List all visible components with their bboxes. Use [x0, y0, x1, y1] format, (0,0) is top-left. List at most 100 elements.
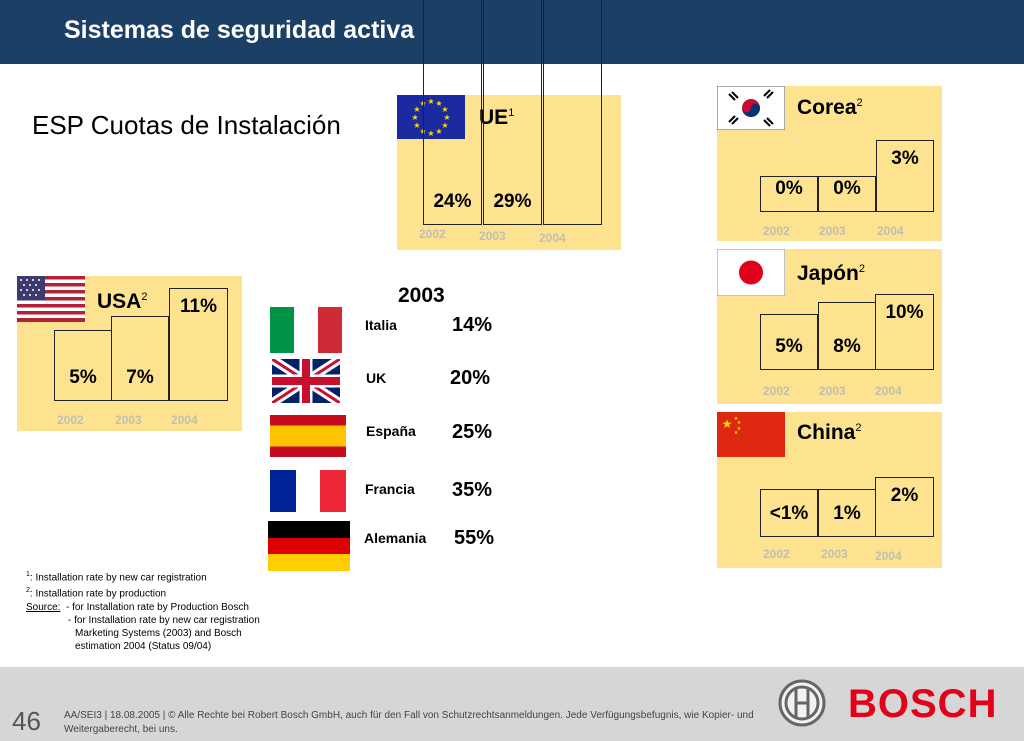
bar-label-2004: 3%	[891, 148, 919, 169]
bars-corea: 0% 2002 0% 2003 3% 2004	[717, 86, 942, 241]
source-line-3: Marketing Systems (2003) and Bosch	[75, 627, 242, 639]
panel-usa: USA2 5% 2002 7% 2003 11% 2004	[17, 276, 242, 431]
svg-text:★: ★	[435, 99, 442, 108]
bar-japón-2004	[875, 294, 934, 370]
panel-japon: Japón2 5% 2002 8% 2003 10% 2004	[717, 249, 942, 404]
region-title-corea: Corea2	[797, 96, 863, 119]
year-label-2002: 2002	[763, 384, 790, 398]
year-label-2003: 2003	[821, 547, 848, 561]
svg-text:★: ★	[441, 121, 448, 130]
bar-label-2003: 8%	[833, 336, 861, 357]
bar-china-2004	[875, 477, 934, 537]
chart-subtitle: ESP Cuotas de Instalación	[32, 110, 341, 140]
region-title-japon: Japón2	[797, 262, 865, 285]
year-label-2003: 2003	[479, 229, 506, 243]
header-bar: Sistemas de seguridad activa	[0, 0, 1024, 64]
year-label-2004: 2004	[171, 413, 198, 427]
bosch-logo: BOSCH	[848, 682, 998, 726]
country-label-francia: Francia	[365, 481, 415, 497]
country-value-uk: 20%	[450, 367, 491, 389]
footer-bar	[0, 667, 1024, 741]
year-label-2003: 2003	[819, 224, 846, 238]
bar-label-2003: 1%	[833, 503, 861, 524]
bar-label-2002: 24%	[433, 191, 472, 212]
source-line-2: - for Installation rate by new car regis…	[68, 614, 260, 626]
bar-label-2002: <1%	[769, 503, 809, 524]
year-label-2004: 2004	[877, 224, 904, 238]
svg-text:★: ★	[435, 127, 442, 136]
bar-ue-2003	[483, 0, 542, 225]
flag-france-icon	[270, 470, 346, 512]
flag-usa-icon	[17, 276, 85, 322]
year-label-2004: 2004	[539, 231, 566, 245]
bar-label-2004: 11%	[180, 296, 217, 317]
table-year-title: 2003	[398, 284, 445, 307]
source-line-4: estimation 2004 (Status 09/04)	[75, 640, 212, 652]
bar-label-2004: 10%	[885, 302, 924, 323]
country-label-uk: UK	[366, 370, 387, 386]
country-value-francia: 35%	[452, 479, 493, 501]
bars-japon: 5% 2002 8% 2003 10% 2004	[717, 249, 942, 404]
bar-label-2004: 2%	[890, 485, 919, 506]
year-label-2004: 2004	[875, 384, 902, 398]
year-label-2002: 2002	[57, 413, 84, 427]
year-label-2002: 2002	[763, 547, 790, 561]
region-title-ue: UE1	[479, 106, 515, 129]
year-label-2002: 2002	[419, 227, 446, 241]
panel-corea: Corea2 0% 2002 0% 2003 3% 2004	[717, 86, 942, 241]
bar-ue-2002	[423, 0, 482, 225]
bar-ue-2004	[543, 0, 602, 225]
svg-text:★: ★	[427, 129, 434, 138]
page-number: 46	[12, 706, 41, 736]
flag-japan-icon	[717, 249, 785, 296]
bar-usa-2003	[111, 316, 169, 401]
bar-usa-2004	[169, 288, 228, 401]
bar-corea-2002	[760, 176, 818, 212]
svg-text:★: ★	[722, 417, 733, 431]
svg-text:★: ★	[737, 420, 742, 426]
svg-text:★: ★	[427, 97, 434, 106]
bars-usa: 5% 2002 7% 2003 11% 2004	[17, 276, 242, 431]
bar-label-2002: 0%	[775, 178, 803, 199]
panel-china: ★ ★ ★ ★ ★ China2 <1% 2002 1% 2003 2% 2004	[717, 412, 942, 568]
footnote-1: 1: Installation rate by new car registra…	[26, 571, 207, 584]
svg-text:★: ★	[737, 426, 742, 432]
country-label-espana: España	[366, 423, 416, 439]
flag-china-icon: ★ ★ ★ ★ ★	[717, 412, 785, 457]
country-value-italia: 14%	[452, 314, 493, 336]
footer-copyright: AA/SEI3 | 18.08.2005 | © Alle Rechte bei…	[64, 710, 754, 735]
country-label-alemania: Alemania	[364, 530, 427, 546]
country-label-italia: Italia	[365, 317, 397, 333]
source-line: Source: - for Installation rate by Produ…	[26, 601, 249, 613]
year-label-2003: 2003	[819, 384, 846, 398]
svg-text:★: ★	[734, 416, 739, 422]
footnote-2: 2: Installation rate by production	[26, 587, 167, 600]
bar-label-2003: 29%	[493, 191, 532, 212]
flag-italy-icon	[270, 307, 342, 353]
page-title: Sistemas de seguridad activa	[64, 16, 415, 44]
svg-text:★: ★	[443, 113, 450, 122]
svg-text:★: ★	[441, 105, 448, 114]
bar-label-2002: 5%	[69, 367, 97, 388]
flag-spain-icon	[270, 415, 346, 457]
region-title-china: China2	[797, 421, 862, 444]
svg-text:★: ★	[734, 430, 739, 436]
footnotes: 1: Installation rate by new car registra…	[26, 568, 260, 653]
bar-japón-2002	[760, 314, 818, 370]
flag-korea-icon	[717, 86, 785, 130]
bosch-armature-icon	[778, 679, 826, 727]
bar-corea-2003	[818, 176, 876, 212]
bars-china: <1% 2002 1% 2003 2% 2004	[717, 412, 942, 568]
year-label-2003: 2003	[115, 413, 142, 427]
svg-text:★: ★	[411, 113, 418, 122]
svg-text:★: ★	[413, 105, 420, 114]
bar-label-2003: 0%	[833, 178, 861, 199]
bar-corea-2004	[876, 140, 934, 212]
bar-china-2002	[760, 489, 818, 537]
bar-usa-2002	[54, 330, 112, 401]
flag-germany-icon	[268, 521, 350, 571]
bar-label-2002: 5%	[775, 336, 803, 357]
year-label-2004: 2004	[875, 549, 902, 563]
